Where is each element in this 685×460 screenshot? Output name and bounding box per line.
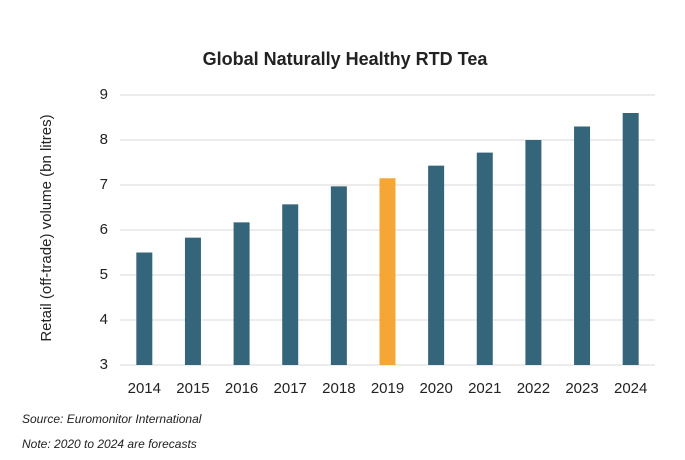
y-tick-label: 4 bbox=[100, 311, 108, 328]
bar bbox=[330, 186, 347, 365]
source: Source: Euromonitor International bbox=[22, 412, 202, 426]
x-tick-label: 2024 bbox=[614, 380, 647, 397]
bar bbox=[622, 113, 639, 365]
x-tick-label: 2022 bbox=[517, 380, 550, 397]
chart-title: Global Naturally Healthy RTD Tea bbox=[203, 49, 489, 69]
x-tick-label: 2017 bbox=[274, 380, 307, 397]
bar bbox=[525, 140, 542, 365]
bar bbox=[574, 126, 591, 365]
bar bbox=[428, 165, 445, 365]
bar bbox=[136, 252, 153, 365]
x-tick-label: 2021 bbox=[468, 380, 501, 397]
y-axis-label: Retail (off-trade) volume (bn litres) bbox=[38, 114, 55, 341]
x-tick-label: 2016 bbox=[225, 380, 258, 397]
y-tick-label: 3 bbox=[100, 356, 108, 373]
y-tick-label: 6 bbox=[100, 221, 108, 238]
y-tick-label: 9 bbox=[100, 86, 108, 103]
x-tick-label: 2020 bbox=[419, 380, 452, 397]
bar bbox=[184, 237, 201, 365]
x-tick-label: 2023 bbox=[565, 380, 598, 397]
note: Note: 2020 to 2024 are forecasts bbox=[22, 437, 197, 451]
x-tick-label: 2014 bbox=[128, 380, 161, 397]
y-tick-label: 8 bbox=[100, 131, 108, 148]
bar bbox=[233, 222, 250, 365]
x-tick-label: 2019 bbox=[371, 380, 404, 397]
bar bbox=[282, 204, 299, 365]
y-tick-label: 7 bbox=[100, 176, 108, 193]
x-tick-label: 2015 bbox=[176, 380, 209, 397]
bar bbox=[379, 178, 396, 365]
bar bbox=[476, 152, 493, 365]
y-tick-label: 5 bbox=[100, 266, 108, 283]
x-tick-label: 2018 bbox=[322, 380, 355, 397]
